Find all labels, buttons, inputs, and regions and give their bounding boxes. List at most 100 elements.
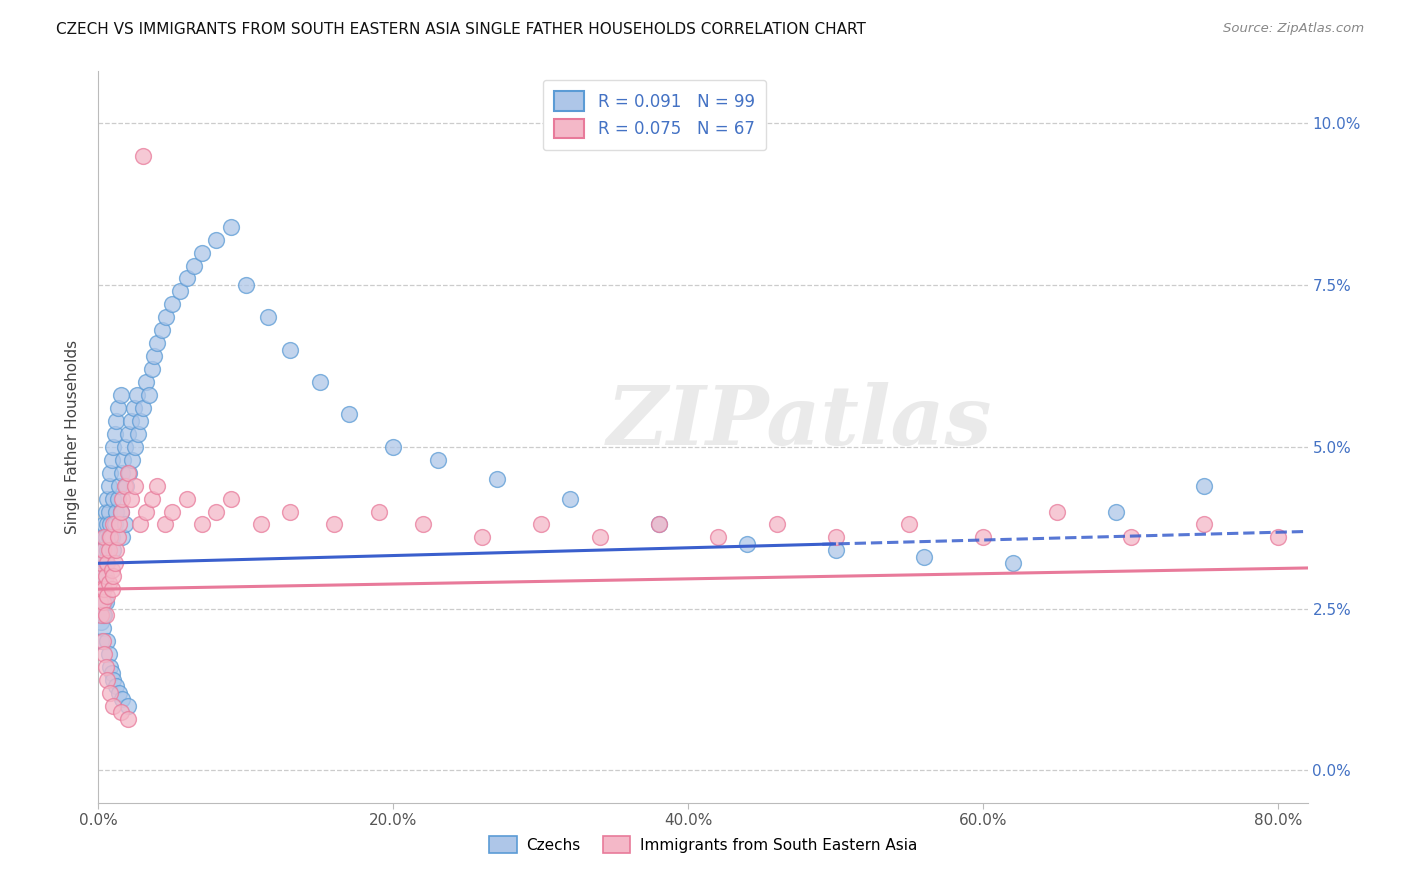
- Point: [97, 575, 120, 590]
- Point: [90, 595, 112, 609]
- Point: [90, 582, 112, 597]
- Point: [117, 712, 139, 726]
- Point: [96, 634, 118, 648]
- Point: [97, 530, 120, 544]
- Point: [90, 543, 112, 558]
- Point: [114, 517, 136, 532]
- Point: [117, 426, 139, 441]
- Point: [146, 478, 169, 492]
- Point: [153, 517, 176, 532]
- Y-axis label: Single Father Households: Single Father Households: [65, 340, 80, 534]
- Point: [426, 452, 449, 467]
- Point: [128, 414, 150, 428]
- Point: [93, 517, 115, 532]
- Point: [100, 582, 122, 597]
- Point: [91, 608, 114, 623]
- Point: [560, 491, 582, 506]
- Point: [706, 530, 728, 544]
- Point: [1046, 504, 1069, 518]
- Point: [93, 582, 115, 597]
- Point: [97, 543, 120, 558]
- Point: [97, 478, 120, 492]
- Point: [94, 595, 117, 609]
- Point: [96, 673, 118, 687]
- Point: [118, 466, 141, 480]
- Point: [117, 466, 139, 480]
- Point: [91, 557, 114, 571]
- Point: [101, 517, 124, 532]
- Point: [94, 660, 117, 674]
- Point: [93, 569, 115, 583]
- Point: [257, 310, 280, 325]
- Point: [105, 679, 128, 693]
- Point: [219, 491, 242, 506]
- Point: [98, 530, 121, 544]
- Text: CZECH VS IMMIGRANTS FROM SOUTH EASTERN ASIA SINGLE FATHER HOUSEHOLDS CORRELATION: CZECH VS IMMIGRANTS FROM SOUTH EASTERN A…: [56, 22, 866, 37]
- Point: [169, 285, 191, 299]
- Point: [110, 504, 132, 518]
- Point: [128, 517, 150, 532]
- Point: [120, 414, 142, 428]
- Point: [205, 504, 228, 518]
- Point: [107, 491, 129, 506]
- Point: [765, 517, 787, 532]
- Point: [648, 517, 671, 532]
- Point: [107, 401, 129, 415]
- Point: [176, 491, 198, 506]
- Point: [98, 686, 121, 700]
- Point: [108, 686, 131, 700]
- Point: [485, 472, 508, 486]
- Point: [138, 388, 160, 402]
- Point: [90, 569, 112, 583]
- Point: [131, 401, 153, 415]
- Point: [110, 504, 132, 518]
- Point: [96, 491, 118, 506]
- Point: [121, 452, 143, 467]
- Point: [278, 504, 301, 518]
- Point: [111, 692, 134, 706]
- Text: Source: ZipAtlas.com: Source: ZipAtlas.com: [1223, 22, 1364, 36]
- Point: [91, 621, 114, 635]
- Point: [1001, 557, 1024, 571]
- Point: [104, 557, 127, 571]
- Point: [96, 557, 118, 571]
- Point: [91, 582, 114, 597]
- Point: [205, 233, 228, 247]
- Point: [94, 504, 117, 518]
- Point: [176, 271, 198, 285]
- Point: [89, 582, 111, 597]
- Point: [143, 349, 166, 363]
- Point: [89, 595, 111, 609]
- Point: [530, 517, 553, 532]
- Point: [155, 310, 177, 325]
- Text: ZIPatlas: ZIPatlas: [607, 383, 993, 462]
- Point: [160, 297, 183, 311]
- Point: [1119, 530, 1142, 544]
- Point: [219, 219, 242, 234]
- Point: [1267, 530, 1289, 544]
- Point: [912, 549, 935, 564]
- Point: [135, 504, 157, 518]
- Point: [94, 608, 117, 623]
- Point: [93, 530, 115, 544]
- Point: [93, 647, 115, 661]
- Point: [98, 517, 121, 532]
- Point: [93, 595, 115, 609]
- Point: [190, 517, 212, 532]
- Point: [96, 543, 118, 558]
- Point: [100, 530, 122, 544]
- Point: [141, 362, 163, 376]
- Point: [1194, 517, 1216, 532]
- Point: [91, 530, 114, 544]
- Point: [107, 530, 129, 544]
- Point: [249, 517, 271, 532]
- Point: [112, 452, 135, 467]
- Point: [648, 517, 671, 532]
- Point: [100, 452, 122, 467]
- Point: [589, 530, 612, 544]
- Point: [90, 615, 112, 629]
- Point: [90, 634, 112, 648]
- Point: [91, 595, 114, 609]
- Point: [898, 517, 921, 532]
- Point: [98, 466, 121, 480]
